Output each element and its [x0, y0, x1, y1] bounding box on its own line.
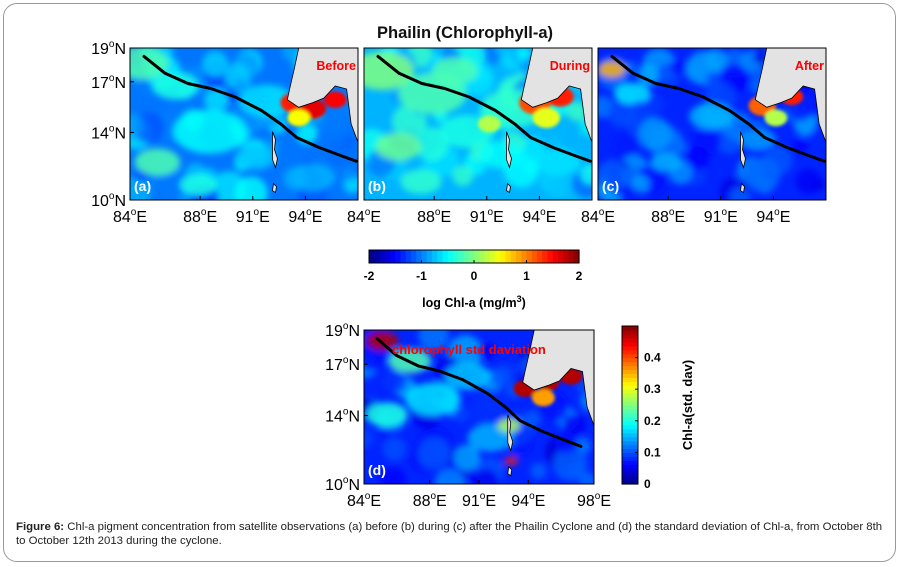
x-tick-labels: 84oE 88oE 91oE 94oE: [113, 196, 322, 226]
caption-text: Chl-a pigment concentration from satelli…: [16, 521, 883, 547]
x-tick-label: 88oE: [417, 207, 451, 226]
x-tick-label: 88oE: [413, 491, 447, 510]
land-mass: [520, 48, 592, 143]
x-tick-label: 91oE: [470, 207, 504, 226]
colorbar-label: Chl-a(std. dav): [680, 360, 695, 450]
colorbar-tick-label: -2: [364, 269, 375, 283]
y-tick-label: 10oN: [91, 191, 126, 210]
panel-border: [597, 47, 827, 201]
map-field: [364, 48, 592, 200]
colorbar-tick-label: 0.3: [644, 382, 661, 396]
figure-frame: [3, 3, 896, 562]
x-tick-label: 84oE: [347, 491, 381, 510]
cyclone-track: [610, 54, 826, 163]
panel-label: After: [795, 59, 824, 73]
panel-letter: (a): [134, 178, 151, 194]
land-mass: [754, 48, 826, 143]
x-tick-label: 84oE: [347, 207, 381, 226]
colorbar-tick-label: 1: [523, 269, 530, 283]
x-tick-label: 94oE: [288, 207, 322, 226]
x-tick-label: 94oE: [522, 207, 556, 226]
colorbar-tick-label: -1: [416, 269, 427, 283]
andaman-islands: [272, 131, 278, 170]
cyclone-track: [142, 54, 358, 163]
x-tick-label: 94oE: [756, 207, 790, 226]
colorbar-label: log Chl-a (mg/m3): [422, 294, 526, 310]
panel-border: [363, 47, 593, 201]
colorbar-log-chl: -2 -1 0 1 2 log Chl-a (mg/m3): [364, 249, 583, 310]
colorbar-tick-label: 0.4: [644, 351, 661, 365]
map-field: [130, 48, 358, 200]
y-tick-label: 19oN: [91, 39, 126, 58]
figure-caption: Figure 6: Chl-a pigment concentration fr…: [16, 520, 884, 548]
colorbar-tick-label: 0.1: [644, 445, 661, 459]
andaman-islands: [506, 131, 512, 170]
map-panel-c: (c) After 84oE 88oE 91oE 94oE: [581, 47, 827, 226]
nicobar-island: [272, 182, 277, 194]
panel-letter: (b): [368, 178, 386, 194]
map-panel-a: (a) Before 84oE 88oE 91oE 94oE 10oN 14oN 17oN 19o…: [91, 39, 359, 226]
cyclone-track: [376, 54, 592, 163]
nicobar-island: [506, 182, 511, 194]
panel-border: [129, 47, 359, 201]
land-mass: [522, 330, 594, 426]
map-field: [598, 48, 826, 200]
panel-letter: (d): [368, 462, 386, 478]
y-tick-labels: 10oN 14oN 17oN 19oN: [91, 39, 134, 210]
x-tick-label: 94oE: [511, 491, 545, 510]
colorbar-tick-label: 0: [471, 269, 478, 283]
panel-label: Before: [316, 59, 356, 73]
andaman-islands: [507, 414, 514, 453]
colorbar-tick-label: 2: [576, 269, 583, 283]
map-field: [364, 330, 594, 484]
y-tick-label: 19oN: [325, 321, 360, 340]
figure-canvas: Phailin (Chlorophyll-a) (a) Before 84oE 88o…: [91, 24, 827, 510]
panel-label: During: [550, 59, 590, 73]
y-tick-labels: 10oN 14oN 17oN 19oN: [325, 321, 368, 494]
y-tick-label: 14oN: [325, 407, 360, 426]
x-tick-label: 88oE: [183, 207, 217, 226]
panel-letter: (c): [602, 178, 619, 194]
colorbar-tick-label: 0: [644, 477, 651, 491]
x-tick-label: 98oE: [577, 491, 611, 510]
map-panel-d: (d) chlorophyll std daviation 84oE 88oE 91oE…: [325, 321, 611, 510]
x-tick-label: 91oE: [462, 491, 496, 510]
x-tick-label: 84oE: [113, 207, 147, 226]
nicobar-island: [740, 182, 745, 194]
land-mass: [286, 48, 358, 143]
y-tick-label: 17oN: [91, 73, 126, 92]
y-tick-label: 10oN: [325, 475, 360, 494]
andaman-islands: [740, 131, 746, 170]
x-tick-label: 91oE: [704, 207, 738, 226]
map-panel-b: (b) During 84oE 88oE 91oE 94oE: [347, 47, 593, 226]
y-tick-label: 14oN: [91, 123, 126, 142]
panel-label: chlorophyll std daviation: [392, 342, 546, 357]
x-tick-label: 91oE: [236, 207, 270, 226]
x-tick-labels: 84oE 88oE 91oE 94oE 98oE: [347, 480, 611, 510]
colorbars: -2 -1 0 1 2 log Chl-a (mg/m3) 0 0.1 0.2 0.3 0.4 Chl…: [364, 249, 695, 491]
figure-title: Phailin (Chlorophyll-a): [377, 24, 553, 42]
y-tick-label: 17oN: [325, 355, 360, 374]
x-tick-label: 84oE: [581, 207, 615, 226]
cyclone-track: [375, 337, 583, 448]
colorbar-tick-label: 0.2: [644, 414, 661, 428]
caption-label: Figure 6:: [16, 521, 65, 533]
x-tick-label: 88oE: [651, 207, 685, 226]
nicobar-island: [507, 465, 513, 477]
colorbar-std: 0 0.1 0.2 0.3 0.4 Chl-a(std. dav): [621, 325, 695, 491]
x-tick-labels: 84oE 88oE 91oE 94oE: [347, 196, 556, 226]
map-panels: (a) Before 84oE 88oE 91oE 94oE 10oN 14oN 17oN 19o…: [91, 39, 827, 510]
x-tick-labels: 84oE 88oE 91oE 94oE: [581, 196, 790, 226]
